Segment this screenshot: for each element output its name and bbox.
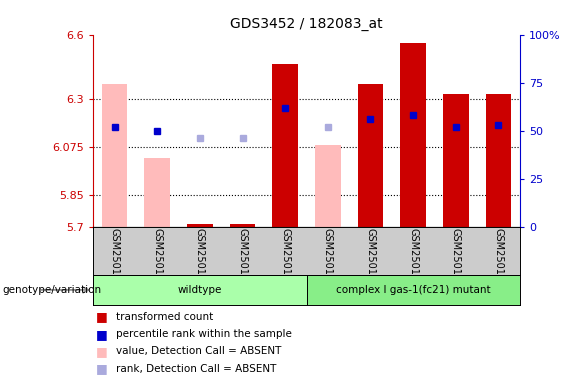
Text: GSM250118: GSM250118 [195, 227, 205, 286]
Title: GDS3452 / 182083_at: GDS3452 / 182083_at [230, 17, 383, 31]
Text: rank, Detection Call = ABSENT: rank, Detection Call = ABSENT [116, 364, 276, 374]
Bar [443, 94, 468, 227]
Bar [272, 65, 298, 227]
Text: GSM250119: GSM250119 [237, 227, 247, 286]
Text: GSM250112: GSM250112 [366, 227, 376, 287]
Text: ■: ■ [96, 328, 107, 341]
Text: GSM250114: GSM250114 [451, 227, 461, 286]
Text: transformed count: transformed count [116, 312, 213, 322]
Text: ■: ■ [96, 345, 107, 358]
Bar [102, 84, 127, 227]
Text: value, Detection Call = ABSENT: value, Detection Call = ABSENT [116, 346, 281, 356]
Text: GSM250113: GSM250113 [408, 227, 418, 286]
Text: percentile rank within the sample: percentile rank within the sample [116, 329, 292, 339]
Text: GSM250111: GSM250111 [323, 227, 333, 286]
Bar [307, 275, 520, 305]
Text: ■: ■ [96, 362, 107, 375]
Text: ■: ■ [96, 310, 107, 323]
Bar [401, 43, 426, 227]
Bar [230, 224, 255, 227]
Bar [315, 146, 341, 227]
Bar [93, 275, 307, 305]
Text: GSM250120: GSM250120 [280, 227, 290, 287]
Bar [486, 94, 511, 227]
Text: genotype/variation: genotype/variation [3, 285, 102, 295]
Text: GSM250115: GSM250115 [493, 227, 503, 287]
Text: wildtype: wildtype [177, 285, 222, 295]
Text: complex I gas-1(fc21) mutant: complex I gas-1(fc21) mutant [336, 285, 490, 295]
Bar [358, 84, 383, 227]
Text: GSM250117: GSM250117 [152, 227, 162, 287]
Bar [145, 158, 170, 227]
Text: GSM250116: GSM250116 [110, 227, 120, 286]
Bar [187, 224, 212, 227]
